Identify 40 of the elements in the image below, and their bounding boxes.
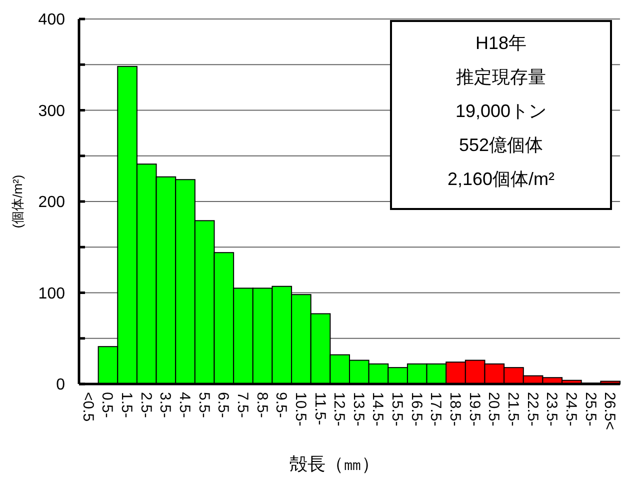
- x-tick-label: 17.5-: [427, 392, 444, 426]
- x-tick-label: 0.5-: [98, 392, 116, 418]
- x-tick-label: 10.5-: [292, 392, 309, 426]
- x-tick-label: 9.5-: [272, 392, 290, 418]
- y-tick-label: 100: [38, 285, 66, 302]
- x-tick-label: 15.5-: [388, 392, 406, 426]
- y-tick-label: 0: [56, 376, 66, 394]
- x-tick-label: 5.5-: [195, 392, 212, 418]
- x-tick-label: 2.5-: [137, 392, 154, 418]
- x-tick-label: 22.5-: [524, 392, 541, 426]
- x-tick-label: 26.5<: [601, 392, 618, 430]
- annotation: 19,000トン: [455, 101, 547, 121]
- y-tick-label: 200: [38, 194, 66, 212]
- x-tick-label: 6.5-: [214, 392, 232, 418]
- annotation: 2,160個体/m²: [447, 169, 555, 189]
- x-tick-label: 18.5-: [446, 392, 464, 426]
- y-tick-label: 400: [38, 12, 66, 29]
- x-tick-label: 4.5-: [176, 392, 194, 418]
- x-tick-label: 3.5-: [156, 392, 174, 418]
- x-tick-label: 8.5-: [253, 392, 270, 418]
- annotation: 推定現存量: [456, 67, 546, 87]
- x-tick-label: 12.5-: [330, 392, 348, 426]
- x-axis-title: 殻長（㎜）: [290, 454, 380, 474]
- x-tick-label: 13.5-: [350, 392, 367, 426]
- x-tick-label: <0.5: [79, 392, 96, 422]
- x-tick-label: 11.5-: [311, 392, 328, 426]
- x-tick-label: 20.5-: [485, 392, 502, 426]
- x-tick-label: 19.5-: [466, 392, 483, 426]
- x-tick-label: 25.5-: [582, 392, 599, 426]
- x-tick-label: 16.5-: [408, 392, 425, 426]
- annotation: 552億個体: [458, 135, 544, 155]
- x-tick-label: 1.5-: [118, 392, 136, 418]
- y-tick-label: 300: [38, 102, 66, 120]
- x-tick-label: 21.5-: [504, 392, 522, 426]
- x-tick-label: 23.5-: [543, 392, 560, 426]
- x-tick-label: 14.5-: [369, 392, 386, 426]
- x-tick-label: 7.5-: [234, 392, 251, 418]
- y-axis-title: (個体/m²): [10, 174, 25, 228]
- annotation: H18年: [475, 33, 527, 53]
- x-tick-label: 24.5-: [562, 392, 580, 426]
